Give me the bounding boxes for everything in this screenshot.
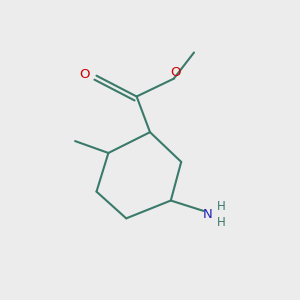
Text: O: O [79, 68, 89, 81]
Text: O: O [170, 66, 181, 79]
Text: H: H [217, 200, 226, 213]
Text: N: N [203, 208, 213, 221]
Text: H: H [217, 216, 226, 229]
